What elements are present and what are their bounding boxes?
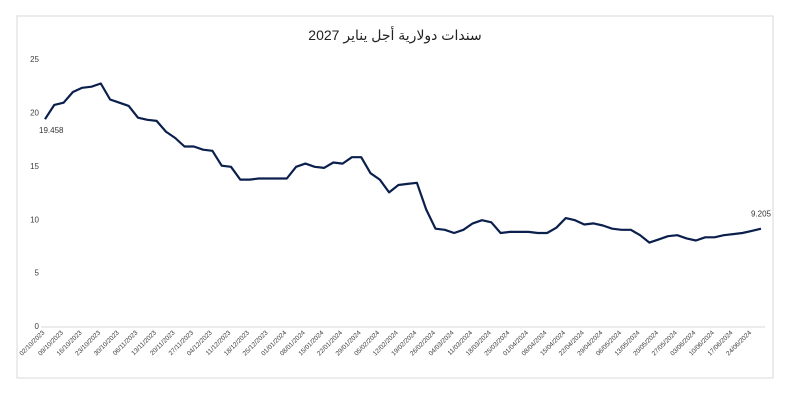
y-tick-label: 15 <box>30 162 39 171</box>
chart-title: سندات دولارية أجل يناير 2027 <box>308 26 481 44</box>
y-tick-label: 25 <box>30 55 39 64</box>
data-label: 9.205 <box>751 210 772 219</box>
y-tick-label: 5 <box>35 269 40 278</box>
data-label: 19.458 <box>39 126 64 135</box>
y-tick-label: 10 <box>30 215 39 224</box>
y-tick-label: 20 <box>30 109 39 118</box>
y-tick-label: 0 <box>35 322 40 331</box>
line <box>44 82 762 244</box>
chart-frame <box>16 15 774 379</box>
